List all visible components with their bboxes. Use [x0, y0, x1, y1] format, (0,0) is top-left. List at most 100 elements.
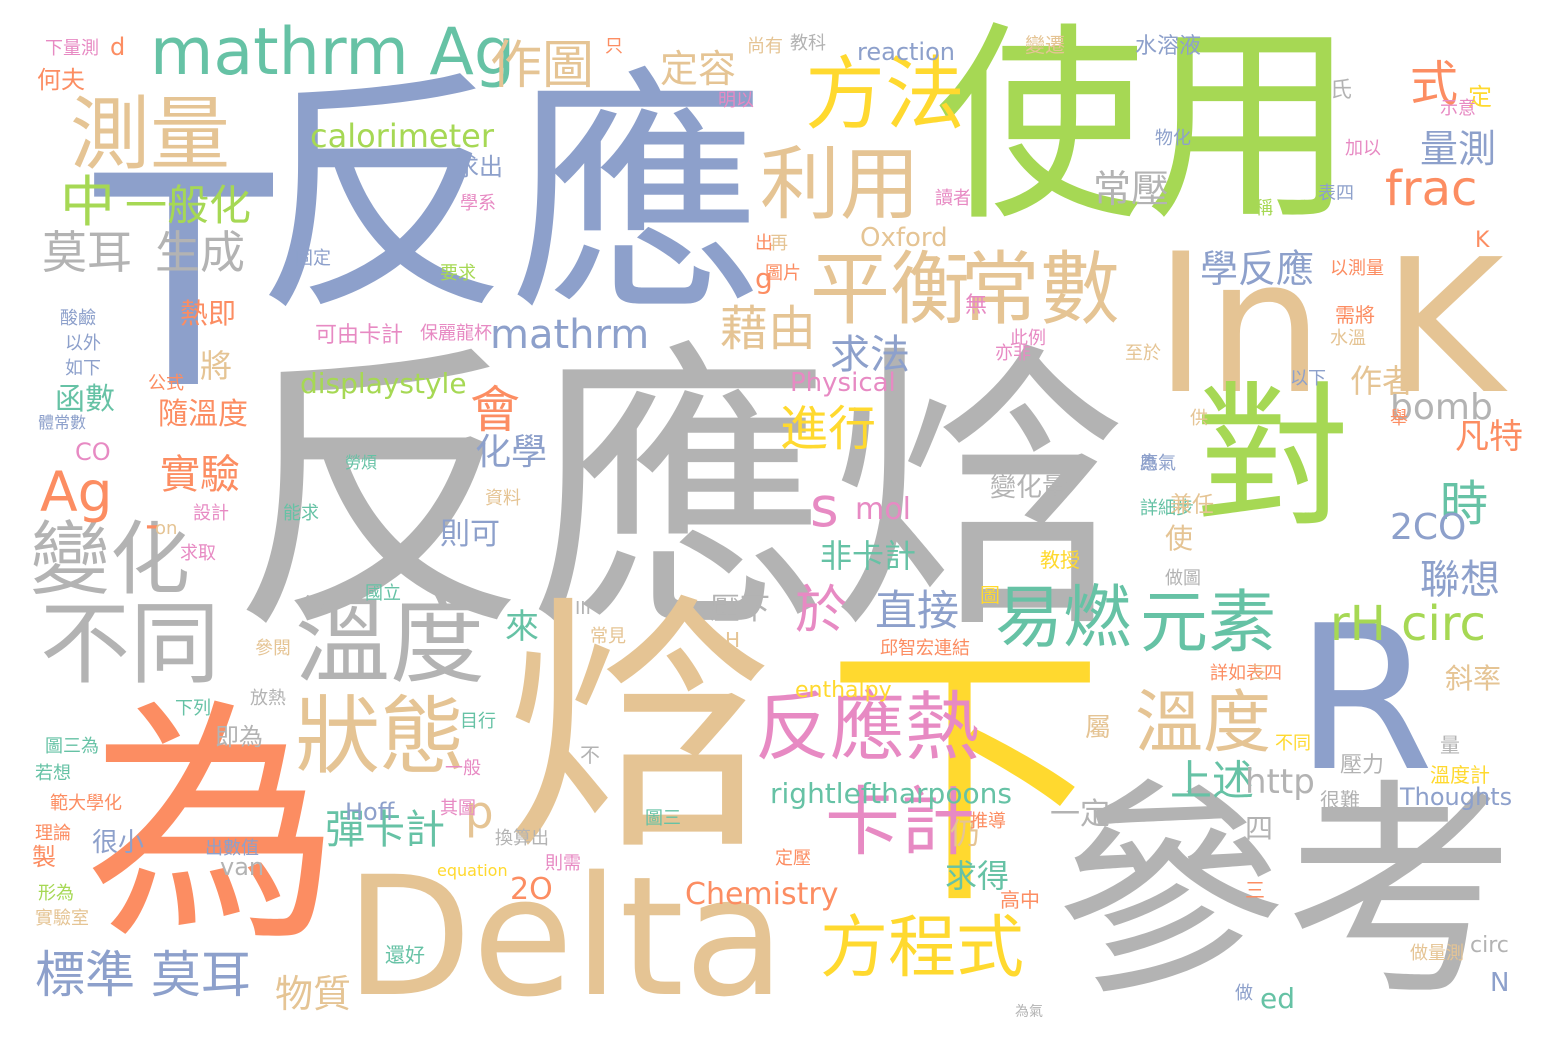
word-cloud-word: 反應 [255, 49, 766, 346]
word-cloud-word: 聯想 [1420, 557, 1500, 603]
word-cloud-word: 使用 [935, 4, 1356, 249]
word-cloud-word: 不同 [40, 592, 220, 697]
word-cloud-word: 下 [825, 617, 1105, 943]
word-cloud-word: 熱即 [180, 297, 237, 330]
word-cloud-word: 仍 [950, 817, 980, 852]
word-cloud-word: 如下 [65, 358, 101, 379]
word-cloud-word: 莫耳 [42, 226, 133, 279]
word-cloud-word: 高中 [1000, 888, 1040, 912]
word-cloud-word: 求法 [830, 332, 910, 378]
word-cloud-word: 做 [1235, 983, 1253, 1004]
word-cloud-word: 進行 [780, 401, 877, 457]
word-cloud-word: 將 [200, 347, 233, 385]
word-cloud-word: 放熱 [250, 688, 286, 709]
word-cloud-word: 無 [965, 293, 988, 318]
word-cloud-word: 兼任 [1170, 493, 1215, 518]
word-cloud-word: 不 [580, 743, 600, 767]
word-cloud-word: 標準 莫耳 [35, 946, 251, 1004]
word-cloud-word: 作者 [1350, 362, 1415, 400]
word-cloud-word: 圖片 [765, 263, 801, 284]
word-cloud-word: 一般化 [125, 181, 252, 230]
word-cloud-word: 舉 [1390, 408, 1408, 429]
word-cloud-word: 圖 [980, 583, 1000, 607]
word-cloud-word: 量測 [1420, 127, 1497, 171]
word-cloud-word: - [145, 502, 160, 548]
word-cloud-word: 參閱 [255, 638, 291, 659]
word-cloud-word: 測量 [70, 88, 230, 181]
word-cloud-word: 理論 [35, 823, 71, 844]
word-cloud-word: bomb [1390, 387, 1493, 428]
word-cloud-word: 讀者 [935, 188, 971, 209]
word-cloud-word: 至於 [1125, 343, 1161, 364]
word-cloud-word: 方程式 [820, 909, 1025, 988]
word-cloud-word: CO [75, 438, 111, 466]
word-cloud-word: 此例 [1010, 328, 1046, 349]
word-cloud-word: 溫度 [1135, 684, 1272, 763]
word-cloud-word: 下量測 [45, 38, 99, 59]
word-cloud-word: 化學 [475, 432, 548, 473]
word-cloud-word: 教科 [790, 33, 826, 54]
word-cloud-word: calorimeter [310, 117, 494, 155]
word-cloud-word: 則可 [440, 517, 500, 552]
word-cloud-word: 示意 [1440, 98, 1476, 119]
word-cloud-word: 溫度 [295, 587, 486, 697]
word-cloud-word: 很小 [92, 828, 145, 858]
word-cloud-word: frac [1385, 161, 1478, 217]
word-cloud-word: 詳細步 [1140, 498, 1194, 519]
word-cloud-word: 定 [1468, 83, 1492, 111]
word-cloud-word: Hoff [345, 798, 395, 826]
word-cloud-word: 以下 [1290, 368, 1326, 389]
word-cloud-word: 固定 [295, 248, 331, 269]
word-cloud-word: 目行 [460, 711, 496, 732]
word-cloud-word: 體常數 [38, 413, 87, 432]
word-cloud-word: 教授 [1040, 548, 1080, 572]
word-cloud-word: 變化量 [990, 473, 1069, 503]
word-cloud-word: 只 [605, 36, 623, 57]
word-cloud-word: 供 [1190, 408, 1208, 429]
word-cloud-word: 形為 [38, 883, 74, 904]
word-cloud-word: 量 [1440, 733, 1460, 757]
word-cloud-word: 出 [755, 233, 773, 254]
word-cloud-word: 元素 [1140, 584, 1277, 663]
word-cloud-word: 一定 [1050, 797, 1110, 832]
word-cloud-word: 明以 [718, 90, 754, 111]
word-cloud-word: 方法 [805, 48, 965, 141]
word-cloud-word: 屬 [1085, 713, 1112, 743]
word-cloud-word: 壓力 [1340, 753, 1385, 778]
word-cloud-word: 做量測 [1410, 943, 1464, 964]
word-cloud-word: 變遷 [1025, 33, 1065, 57]
word-cloud-word: 酸鹼 [60, 308, 96, 329]
word-cloud-word: 水溫 [1330, 328, 1366, 349]
word-cloud-word: 學系 [460, 193, 496, 214]
word-cloud-word: 彈卡計 [325, 807, 445, 853]
word-cloud-word: 來 [505, 607, 539, 647]
word-cloud-word: 常數 [960, 243, 1120, 336]
word-cloud-word: Thoughts [1400, 783, 1513, 811]
word-cloud-word: displaystyle [300, 367, 467, 400]
word-cloud-word: 範大學化 [50, 793, 122, 814]
word-cloud-word: mol [855, 492, 911, 527]
word-cloud-word: Chemistry [685, 877, 839, 912]
word-cloud-word: 設計 [193, 503, 229, 524]
word-cloud-word: 還好 [385, 943, 425, 967]
word-cloud-word: 四 [1245, 812, 1274, 845]
word-cloud-word: 加以 [1345, 138, 1381, 159]
word-cloud-word: 圖三為 [45, 736, 99, 757]
word-cloud-word: van [220, 853, 265, 881]
word-cloud-word: 應 [1140, 453, 1158, 474]
word-cloud-word: 能求 [283, 503, 319, 524]
word-cloud-word: 物質 [275, 972, 352, 1016]
word-cloud-word: 三 [1245, 878, 1265, 902]
word-cloud-word: 製 [32, 843, 56, 871]
word-cloud-word: 則需 [545, 853, 581, 874]
word-cloud-word: circ [1470, 933, 1509, 958]
word-cloud-word: 定壓 [775, 848, 811, 869]
word-cloud-word: 2CO [1390, 507, 1467, 548]
word-cloud-word: enthalpy [795, 678, 892, 703]
word-cloud-word: p [465, 786, 494, 839]
word-cloud-word: s [810, 475, 839, 539]
word-cloud-word: 尚有 [747, 36, 783, 57]
word-cloud-word: 求取 [180, 543, 216, 564]
word-cloud-word: 物化 [1155, 128, 1191, 149]
word-cloud-word: http [1245, 762, 1315, 802]
